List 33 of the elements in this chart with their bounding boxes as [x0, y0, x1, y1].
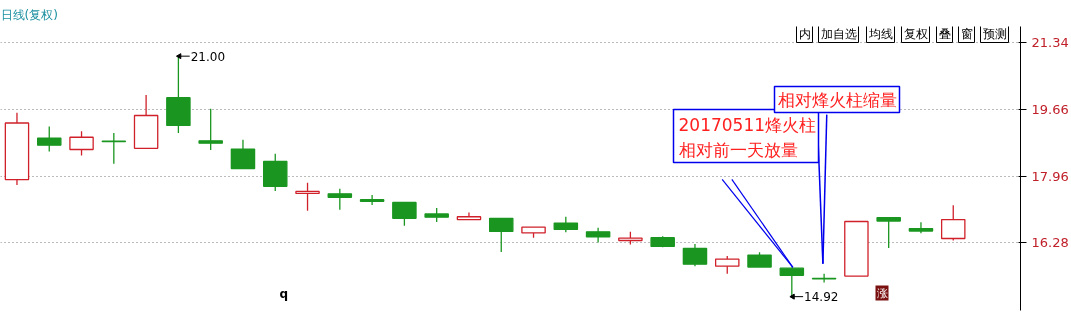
- annotation: 加自选: [820, 26, 857, 41]
- candlestick: [69, 130, 94, 157]
- chart-title: 日线(复权): [0, 7, 58, 22]
- y-tick-label: 17.96: [1031, 168, 1069, 184]
- annotation: 相对前一天放量: [678, 139, 798, 160]
- candlestick: [488, 217, 514, 253]
- y-tick-label: 16.28: [1031, 235, 1069, 251]
- annotation: 窗: [960, 26, 973, 41]
- candlestick: [811, 273, 837, 284]
- annotation: 叠: [938, 26, 951, 41]
- y-tick-label: 19.66: [1031, 101, 1069, 117]
- candlestick: [327, 188, 353, 211]
- text: 预测: [982, 26, 1007, 41]
- candlestick: [359, 194, 385, 206]
- candlestick: [682, 243, 708, 267]
- annotation: 均线: [867, 26, 893, 41]
- candlestick: [392, 201, 417, 227]
- candlestick: [876, 216, 901, 249]
- candlestick: [230, 138, 256, 170]
- candlestick: [908, 221, 934, 235]
- candlestick: [198, 108, 223, 151]
- text: 14.92: [804, 290, 839, 305]
- candlestick: [940, 204, 966, 242]
- candlestick: [36, 125, 62, 153]
- text: 21.00: [190, 49, 226, 64]
- annotation: 复权: [903, 26, 928, 41]
- annotation: q: [279, 286, 289, 301]
- y-tick-label: 21.34: [1031, 35, 1069, 51]
- annotation: 20170511烽火柱: [678, 114, 817, 135]
- annotation: 内: [798, 26, 811, 41]
- candlestick: [295, 182, 320, 212]
- annotation: 相对烽火柱缩量: [777, 89, 897, 110]
- annotation: 涨: [876, 286, 888, 300]
